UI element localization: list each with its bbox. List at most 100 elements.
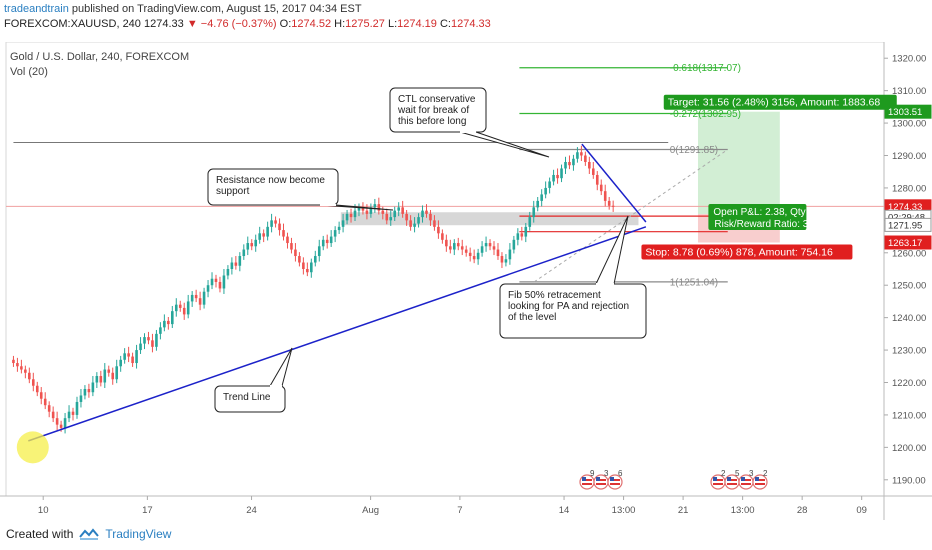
ctl-note-pointer [459, 131, 550, 158]
fib-note-box [499, 283, 647, 339]
candle-body [528, 217, 532, 227]
candle-body [178, 304, 182, 308]
candle-body [31, 379, 35, 386]
legend-volume[interactable]: Vol (20) [10, 66, 48, 78]
candle-body [262, 233, 265, 237]
candle-body [91, 382, 95, 393]
flag-stripe [755, 479, 765, 481]
candle-body [425, 210, 428, 214]
candle-body [413, 223, 416, 227]
candle-body [599, 184, 603, 192]
candle-body [524, 226, 528, 237]
price-chart[interactable]: 1190.00 1200.00 1210.00 1220.00 1230.00 1240.… [0, 41, 932, 520]
y-tick-label: 1200.00 [892, 443, 926, 454]
candle-body [357, 207, 361, 211]
y-tick-label: 1310.00 [892, 86, 926, 97]
fib-label: -0.272(1302.95) [670, 109, 741, 120]
flag-stripe [713, 483, 723, 485]
price-tag-text: 02:29:48 [888, 212, 925, 223]
candle-body [580, 152, 583, 156]
candle-body [123, 353, 126, 360]
flag-canton [755, 477, 759, 481]
target-label-group: Target: 31.56 (2.48%) 3156, Amount: 1883… [663, 94, 897, 110]
candle-body [182, 307, 186, 315]
author-link[interactable]: tradeandtrain [4, 3, 69, 15]
candle-body [393, 210, 397, 218]
candle-body [194, 294, 198, 299]
candle-body [55, 418, 59, 425]
candle-body [210, 278, 214, 286]
candle-body [20, 366, 23, 370]
candle-body [186, 301, 190, 315]
down-arrow-icon: ▼ [186, 18, 198, 30]
pnl-label-bg [708, 204, 807, 231]
candle-body [564, 161, 567, 169]
resistance-note-box [207, 168, 339, 206]
header-publish-line: tradeandtrain published on TradingView.c… [4, 2, 491, 17]
flag-stripe [610, 479, 620, 481]
symbol-text[interactable]: FOREXCOM:XAUUSD, 240 [4, 18, 141, 30]
last-price: 1274.33 [143, 18, 184, 30]
x-tick-label: 13:00 [731, 505, 755, 516]
x-tick-label: 17 [142, 505, 153, 516]
candle-body [222, 275, 226, 289]
resistance-note-text: Resistance now become [216, 175, 325, 186]
main-trend-line [28, 226, 647, 442]
candle-body [325, 239, 329, 244]
candle-body [147, 337, 150, 341]
flag-stripe [741, 483, 751, 485]
x-tick-label: 14 [559, 505, 570, 516]
candle-body [516, 233, 520, 240]
candle-body [484, 243, 488, 247]
candle-body [389, 217, 393, 221]
candle-body [99, 376, 103, 383]
price-tag: 1271.95 [884, 217, 932, 232]
price-tag-bg [884, 217, 932, 232]
trendline-note-callout[interactable]: Trend Line [214, 347, 293, 413]
flag-stripe [582, 483, 592, 485]
x-tick-label: 7 [457, 505, 462, 516]
candle-body [369, 207, 373, 214]
candle-body [151, 340, 154, 347]
y-tick-label: 1240.00 [892, 313, 926, 324]
candle-body [278, 223, 281, 231]
candle-body [576, 152, 579, 159]
y-tick-label: 1280.00 [892, 183, 926, 194]
stop-label: Stop: 8.78 (0.69%) 878, Amount: 754.16 [645, 247, 833, 259]
price-tag-text: 1274.33 [888, 202, 922, 213]
price-tag-text: 1271.95 [888, 220, 922, 231]
candle-body [206, 285, 210, 292]
candle-body [584, 155, 587, 162]
candle-body [119, 359, 122, 367]
ctl-note-text: CTL conservative [398, 94, 476, 105]
candle-body [95, 376, 99, 383]
candle-body [71, 411, 75, 415]
candle-body [234, 262, 238, 266]
legend-title[interactable]: Gold / U.S. Dollar, 240, FOREXCOM [10, 51, 190, 63]
candle-body [317, 246, 321, 257]
candle-body [87, 388, 91, 393]
candle-body [373, 204, 377, 208]
tradingview-brand[interactable]: TradingView [105, 527, 172, 541]
candle-body [452, 243, 456, 250]
event-count: 5 [735, 469, 740, 478]
candle-body [171, 311, 174, 325]
candle-body [24, 369, 27, 373]
open-value: 1274.52 [291, 18, 332, 30]
candle-body [274, 220, 277, 224]
candle-body [12, 359, 15, 364]
price-tag: 1303.51 [884, 104, 932, 119]
chart-frame[interactable]: 1190.00 1200.00 1210.00 1220.00 1230.00 1240.… [0, 41, 932, 520]
candle-body [504, 259, 508, 263]
fib-note-text: looking for PA and rejection [508, 301, 629, 312]
candle-body [437, 226, 440, 234]
candle-body [329, 236, 333, 244]
footer: Created with TradingView [6, 527, 171, 541]
event-count: 9 [590, 469, 595, 478]
candle-body [405, 213, 408, 221]
candle-body [464, 249, 468, 253]
